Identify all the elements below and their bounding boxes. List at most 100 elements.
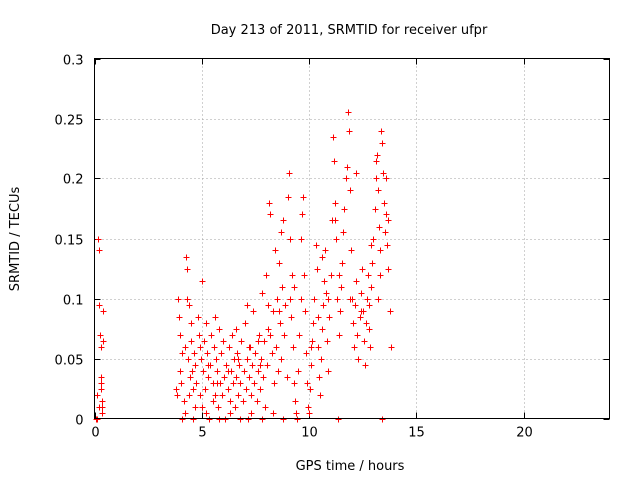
data-point bbox=[236, 362, 243, 369]
data-point bbox=[290, 344, 297, 351]
data-point bbox=[323, 290, 330, 297]
x-tick-label: 0 bbox=[91, 426, 99, 441]
data-point bbox=[357, 314, 364, 321]
data-point bbox=[222, 416, 229, 423]
data-point bbox=[370, 236, 377, 243]
data-point bbox=[284, 374, 291, 381]
data-point bbox=[199, 404, 206, 411]
data-point bbox=[278, 356, 285, 363]
data-point bbox=[272, 247, 279, 254]
data-point bbox=[368, 242, 375, 249]
data-point bbox=[363, 320, 370, 327]
data-point bbox=[296, 332, 303, 339]
y-tick-label: 0.2 bbox=[63, 173, 84, 188]
data-point bbox=[190, 416, 197, 423]
data-point bbox=[346, 128, 353, 135]
data-point bbox=[214, 368, 221, 375]
data-point bbox=[100, 338, 107, 345]
data-point bbox=[291, 284, 298, 291]
data-point bbox=[232, 404, 239, 411]
data-point bbox=[354, 332, 361, 339]
data-point bbox=[259, 290, 266, 297]
data-point bbox=[350, 320, 357, 327]
data-point bbox=[324, 338, 331, 345]
x-axis-label: GPS time / hours bbox=[296, 459, 405, 474]
data-point bbox=[267, 332, 274, 339]
x-tick-label: 20 bbox=[516, 426, 533, 441]
data-point bbox=[353, 170, 360, 177]
data-point bbox=[367, 344, 374, 351]
data-point bbox=[229, 332, 236, 339]
data-point bbox=[335, 416, 342, 423]
data-point bbox=[235, 392, 242, 399]
data-point bbox=[266, 200, 273, 207]
data-point bbox=[205, 362, 212, 369]
data-point bbox=[380, 170, 387, 177]
data-point bbox=[295, 368, 302, 375]
data-point bbox=[326, 314, 333, 321]
data-point bbox=[208, 332, 215, 339]
data-point bbox=[241, 368, 248, 375]
data-point bbox=[276, 308, 283, 315]
data-point bbox=[177, 368, 184, 375]
data-point bbox=[288, 314, 295, 321]
data-point bbox=[298, 296, 305, 303]
data-point bbox=[337, 308, 344, 315]
data-point bbox=[186, 302, 193, 309]
data-point bbox=[263, 272, 270, 279]
data-point bbox=[353, 278, 360, 285]
data-point bbox=[293, 410, 300, 417]
y-axis-label: SRMTID / TECUs bbox=[8, 187, 23, 292]
data-point bbox=[289, 272, 296, 279]
data-point bbox=[96, 247, 103, 254]
data-point bbox=[362, 362, 369, 369]
data-point bbox=[183, 254, 190, 261]
data-point bbox=[383, 175, 390, 182]
data-points bbox=[93, 109, 395, 423]
data-point bbox=[301, 272, 308, 279]
data-point bbox=[249, 362, 256, 369]
data-point bbox=[237, 380, 244, 387]
data-point bbox=[332, 217, 339, 224]
x-tick-label: 10 bbox=[301, 426, 318, 441]
data-point bbox=[181, 398, 188, 405]
x-tick-label: 5 bbox=[198, 426, 206, 441]
data-point bbox=[332, 200, 339, 207]
data-point bbox=[334, 296, 341, 303]
data-point bbox=[275, 368, 282, 375]
data-point bbox=[298, 236, 305, 243]
data-point bbox=[179, 416, 186, 423]
data-point bbox=[313, 242, 320, 249]
data-point bbox=[238, 338, 245, 345]
data-point bbox=[193, 380, 200, 387]
data-point bbox=[322, 247, 329, 254]
data-point bbox=[286, 170, 293, 177]
data-point bbox=[98, 380, 105, 387]
data-point bbox=[355, 356, 362, 363]
data-point bbox=[273, 344, 280, 351]
data-point bbox=[372, 206, 379, 213]
data-point bbox=[255, 338, 262, 345]
data-point bbox=[271, 380, 278, 387]
data-point bbox=[192, 404, 199, 411]
axis-ticks bbox=[94, 58, 610, 420]
data-point bbox=[314, 266, 321, 273]
data-point bbox=[291, 380, 298, 387]
data-point bbox=[269, 350, 276, 357]
data-point bbox=[205, 374, 212, 381]
data-point bbox=[257, 386, 264, 393]
data-point bbox=[267, 211, 274, 218]
data-point bbox=[318, 356, 325, 363]
data-point bbox=[184, 296, 191, 303]
data-point bbox=[223, 362, 230, 369]
data-point bbox=[206, 416, 213, 423]
data-point bbox=[382, 229, 389, 236]
data-point bbox=[305, 404, 312, 411]
data-point bbox=[197, 344, 204, 351]
data-point bbox=[260, 374, 267, 381]
data-point bbox=[173, 386, 180, 393]
data-point bbox=[100, 308, 107, 315]
data-point bbox=[216, 416, 223, 423]
plot-frame bbox=[94, 58, 610, 419]
data-point bbox=[361, 338, 368, 345]
